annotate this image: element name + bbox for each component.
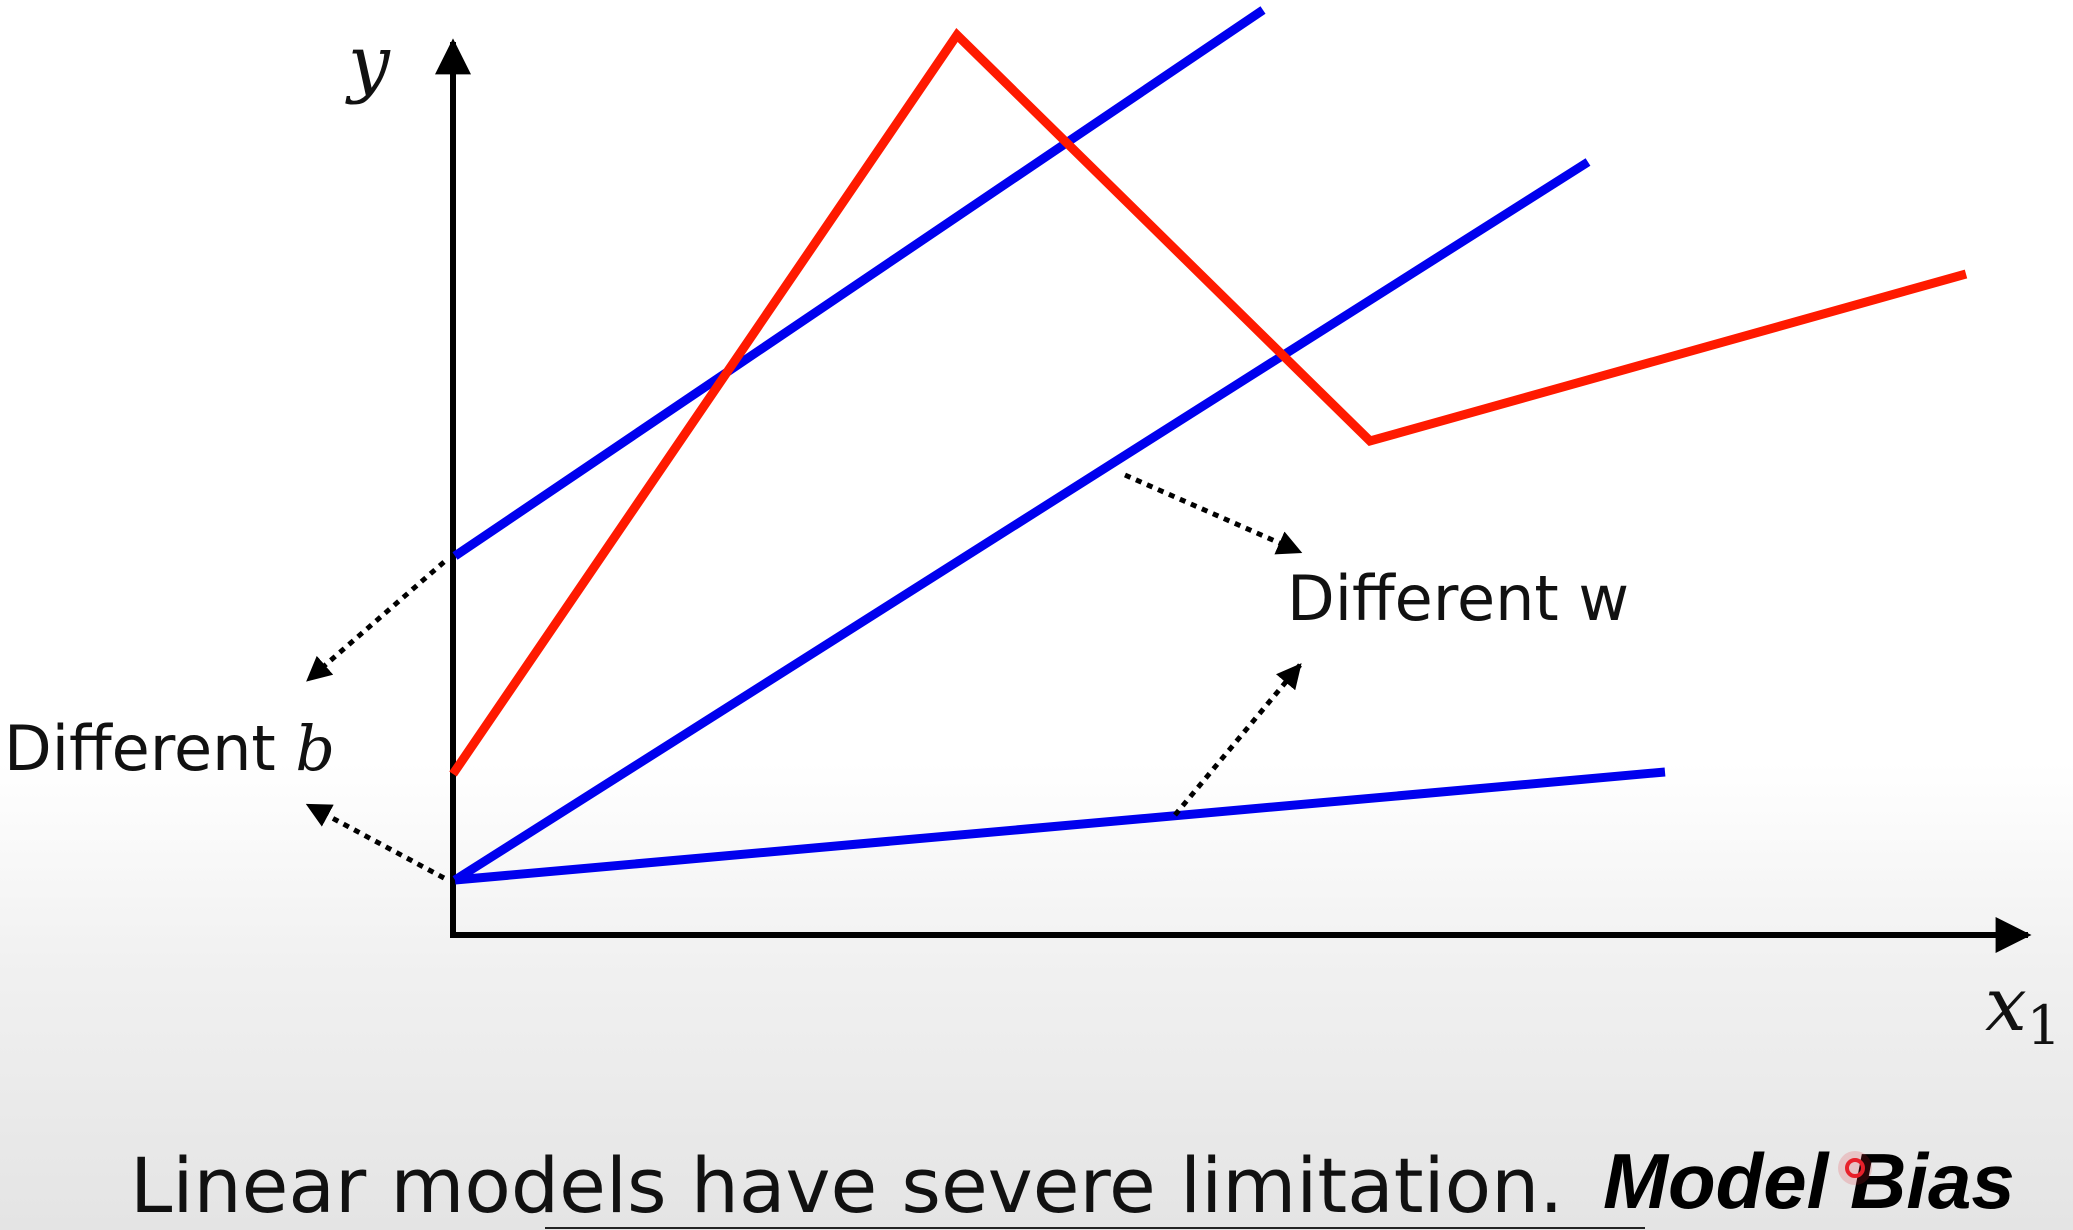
x-axis-label-base: x <box>1985 962 2027 1048</box>
y-axis-label: y <box>345 20 391 106</box>
x-axis-label: x1 <box>1985 962 2061 1057</box>
different-w-label: Different w <box>1287 562 1629 635</box>
dotted-arrow-b-bottom <box>305 802 446 881</box>
brand-model-bias: Model Bias <box>1603 1137 2015 1225</box>
different-b-symbol: b <box>295 712 335 785</box>
blue-line-middle <box>452 158 1591 884</box>
different-b-text: Different <box>4 712 295 785</box>
dotted-arrow-b-top <box>306 560 446 682</box>
dotted-arrow-w-bottom <box>1173 663 1302 817</box>
red-dot-cursor-icon <box>1838 1151 1872 1185</box>
dotted-arrow-w-top <box>1123 472 1303 555</box>
different-b-label: Different b <box>4 712 335 785</box>
x-axis-label-subscript: 1 <box>2027 994 2061 1057</box>
red-piecewise-line <box>449 28 1968 777</box>
caption-text: Linear models have severe limitation. <box>130 1141 1563 1230</box>
blue-line-bottom <box>454 767 1666 885</box>
blue-line-top <box>452 6 1266 560</box>
